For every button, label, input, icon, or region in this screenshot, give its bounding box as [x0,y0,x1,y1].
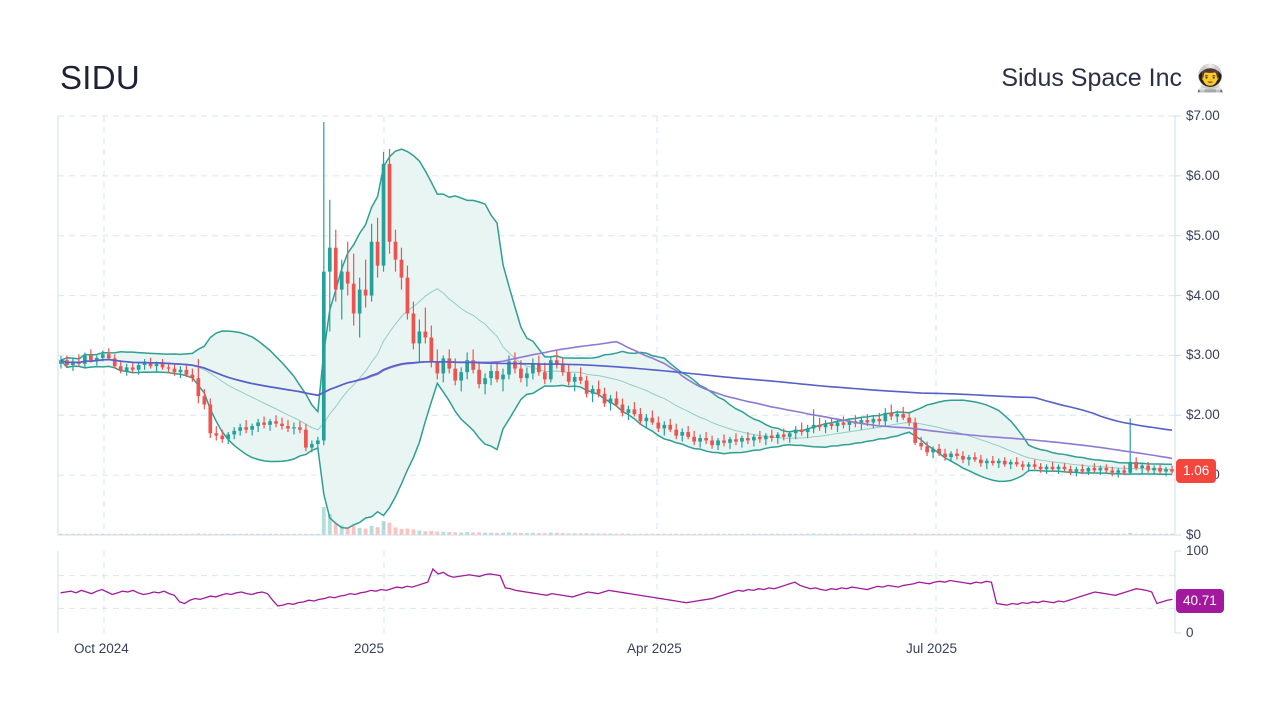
last-price-badge: 1.06 [1176,459,1217,483]
last-rsi-badge: 40.71 [1176,589,1224,613]
rsi-line [60,567,1173,607]
date-tick-label: Apr 2025 [627,641,682,656]
price-tick-label: $3.00 [1186,347,1220,363]
axis-ticks [1175,115,1181,634]
page-title: SIDU [60,59,141,96]
price-tick-label: $5.00 [1186,227,1220,243]
bollinger-band-fill [60,149,1173,529]
rsi-tick-label: 100 [1186,543,1209,558]
moving-average-lines [60,340,1173,460]
date-tick-label: 2025 [354,641,385,656]
rsi-tick-label: 0 [1186,625,1194,640]
date-tick-label: Oct 2024 [74,641,129,656]
chart-header: SIDU Sidus Space Inc 👨‍🚀 [0,0,1280,112]
astronaut-icon: 👨‍🚀 [1194,63,1227,93]
price-tick-label: $4.00 [1186,287,1220,303]
price-tick-label: $2.00 [1186,407,1220,423]
volume-bars [59,507,1174,535]
rsi-gridlines [58,551,1175,633]
price-tick-label: $6.00 [1186,167,1220,183]
axis-lines [57,116,1176,633]
date-tick-label: Jul 2025 [906,641,958,656]
candlesticks [59,121,1174,478]
price-tick-label: $7.00 [1186,108,1220,123]
company-identity: Sidus Space Inc 👨‍🚀 [1001,58,1227,98]
company-name: Sidus Space Inc [1001,64,1182,92]
price-tick-label: $0 [1186,527,1202,542]
